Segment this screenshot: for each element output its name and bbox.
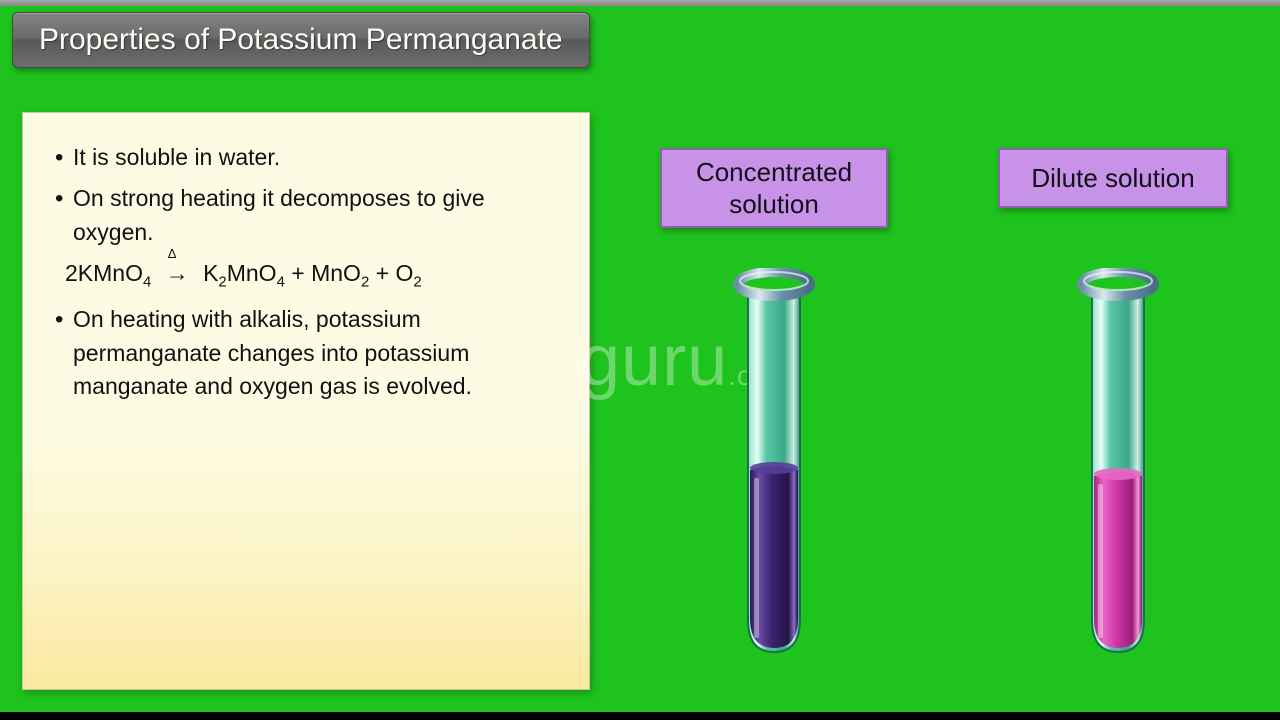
page-title: Properties of Potassium Permanganate [39,23,563,56]
label-concentrated: Concentrated solution [660,148,888,228]
title-banner: Properties of Potassium Permanganate [12,12,590,68]
eq-delta: Δ [168,245,177,264]
eq-plus1: + [291,260,311,286]
decomposition-equation: 2KMnO4 Δ → K2MnO4 + MnO2 + O2 [51,257,565,293]
eq-p3-sub: 2 [413,274,421,291]
eq-p2-sub: 2 [361,274,369,291]
eq-lhs: KMnO [78,260,143,286]
eq-p1-sub1: 2 [218,274,226,291]
bottom-bar [0,712,1280,720]
eq-p3: O [395,260,413,286]
watermark-main: guru [580,321,728,401]
eq-lhs-coeff: 2 [65,260,78,286]
eq-p1a: K [203,260,218,286]
eq-p1-sub2: 4 [277,274,285,291]
bullet-1: It is soluble in water. [51,141,565,174]
bullet-3: On heating with alkalis, potassium perma… [51,303,565,403]
label-dilute: Dilute solution [998,148,1228,208]
eq-p1b: MnO [227,260,277,286]
eq-arrow: → [166,260,189,286]
window-top-bar [0,0,1280,6]
test-tube-dilute [1068,268,1168,658]
eq-p2: MnO [311,260,361,286]
eq-plus2: + [376,260,396,286]
eq-lhs-sub: 4 [143,274,151,291]
info-panel: It is soluble in water. On strong heatin… [22,112,590,690]
test-tube-concentrated [724,268,824,658]
bullet-2: On strong heating it decomposes to give … [51,182,565,249]
eq-arrow-wrap: Δ → [166,257,189,290]
